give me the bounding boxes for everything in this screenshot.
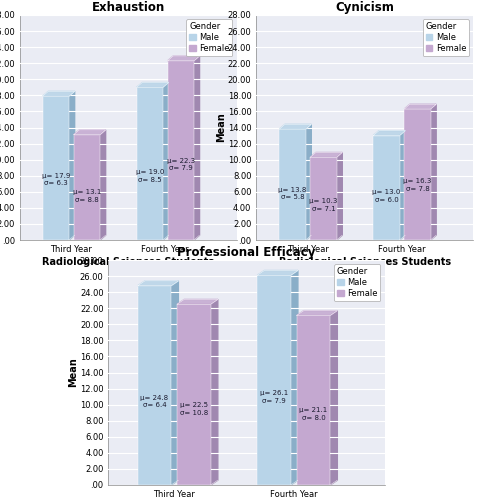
X-axis label: Radiological Sciences Students: Radiological Sciences Students — [42, 256, 214, 266]
Legend: Male, Female: Male, Female — [186, 19, 233, 56]
Polygon shape — [211, 300, 218, 485]
Title: Professional Efficacy: Professional Efficacy — [177, 246, 316, 259]
Title: Exhaustion: Exhaustion — [92, 1, 165, 14]
Y-axis label: Mean: Mean — [69, 358, 78, 388]
Bar — [280, 129, 306, 240]
Polygon shape — [404, 104, 436, 109]
Bar — [43, 96, 69, 240]
Text: µ= 26.1
σ= 7.9: µ= 26.1 σ= 7.9 — [260, 390, 288, 404]
Polygon shape — [280, 124, 311, 129]
Text: µ= 19.0
σ= 8.5: µ= 19.0 σ= 8.5 — [136, 169, 164, 182]
Bar — [74, 134, 100, 240]
Y-axis label: Mean: Mean — [216, 112, 226, 142]
Polygon shape — [311, 152, 342, 157]
Text: µ= 13.8
σ= 5.8: µ= 13.8 σ= 5.8 — [279, 186, 307, 200]
Text: µ= 10.3
σ= 7.1: µ= 10.3 σ= 7.1 — [309, 198, 338, 212]
Polygon shape — [168, 56, 200, 61]
Bar — [373, 136, 399, 240]
Text: µ= 21.1
σ= 8.0: µ= 21.1 σ= 8.0 — [299, 407, 327, 420]
Legend: Male, Female: Male, Female — [334, 264, 381, 301]
Text: µ= 17.9
σ= 6.3: µ= 17.9 σ= 6.3 — [42, 173, 70, 186]
Polygon shape — [257, 270, 298, 276]
Text: µ= 16.3
σ= 7.8: µ= 16.3 σ= 7.8 — [403, 178, 431, 192]
Polygon shape — [399, 130, 405, 240]
Polygon shape — [330, 310, 337, 485]
X-axis label: Radiological Sciences Students: Radiological Sciences Students — [279, 256, 451, 266]
Title: Cynicism: Cynicism — [335, 1, 394, 14]
Polygon shape — [306, 124, 311, 240]
Bar — [257, 276, 291, 485]
Polygon shape — [74, 130, 106, 134]
Polygon shape — [430, 104, 436, 240]
Polygon shape — [177, 300, 218, 304]
Polygon shape — [291, 270, 298, 485]
Polygon shape — [194, 56, 200, 240]
Polygon shape — [171, 281, 178, 485]
Bar — [177, 304, 211, 485]
Legend: Male, Female: Male, Female — [423, 19, 469, 56]
Polygon shape — [297, 310, 337, 316]
Polygon shape — [137, 82, 169, 87]
Text: µ= 13.1
σ= 8.8: µ= 13.1 σ= 8.8 — [72, 189, 101, 202]
Bar — [297, 316, 330, 485]
Bar — [404, 109, 430, 240]
Polygon shape — [69, 92, 74, 240]
Bar — [311, 157, 337, 240]
Polygon shape — [373, 130, 405, 136]
Polygon shape — [43, 92, 74, 96]
Bar — [138, 286, 171, 485]
Text: µ= 22.3
σ= 7.9: µ= 22.3 σ= 7.9 — [167, 158, 195, 172]
Text: µ= 13.0
σ= 6.0: µ= 13.0 σ= 6.0 — [372, 190, 401, 203]
Text: µ= 22.5
σ= 10.8: µ= 22.5 σ= 10.8 — [180, 402, 208, 416]
Polygon shape — [163, 82, 169, 240]
Polygon shape — [138, 281, 178, 285]
Bar — [168, 61, 194, 240]
Text: µ= 24.8
σ= 6.4: µ= 24.8 σ= 6.4 — [141, 394, 169, 408]
Polygon shape — [337, 152, 342, 240]
Polygon shape — [100, 130, 106, 240]
Bar — [137, 88, 163, 240]
